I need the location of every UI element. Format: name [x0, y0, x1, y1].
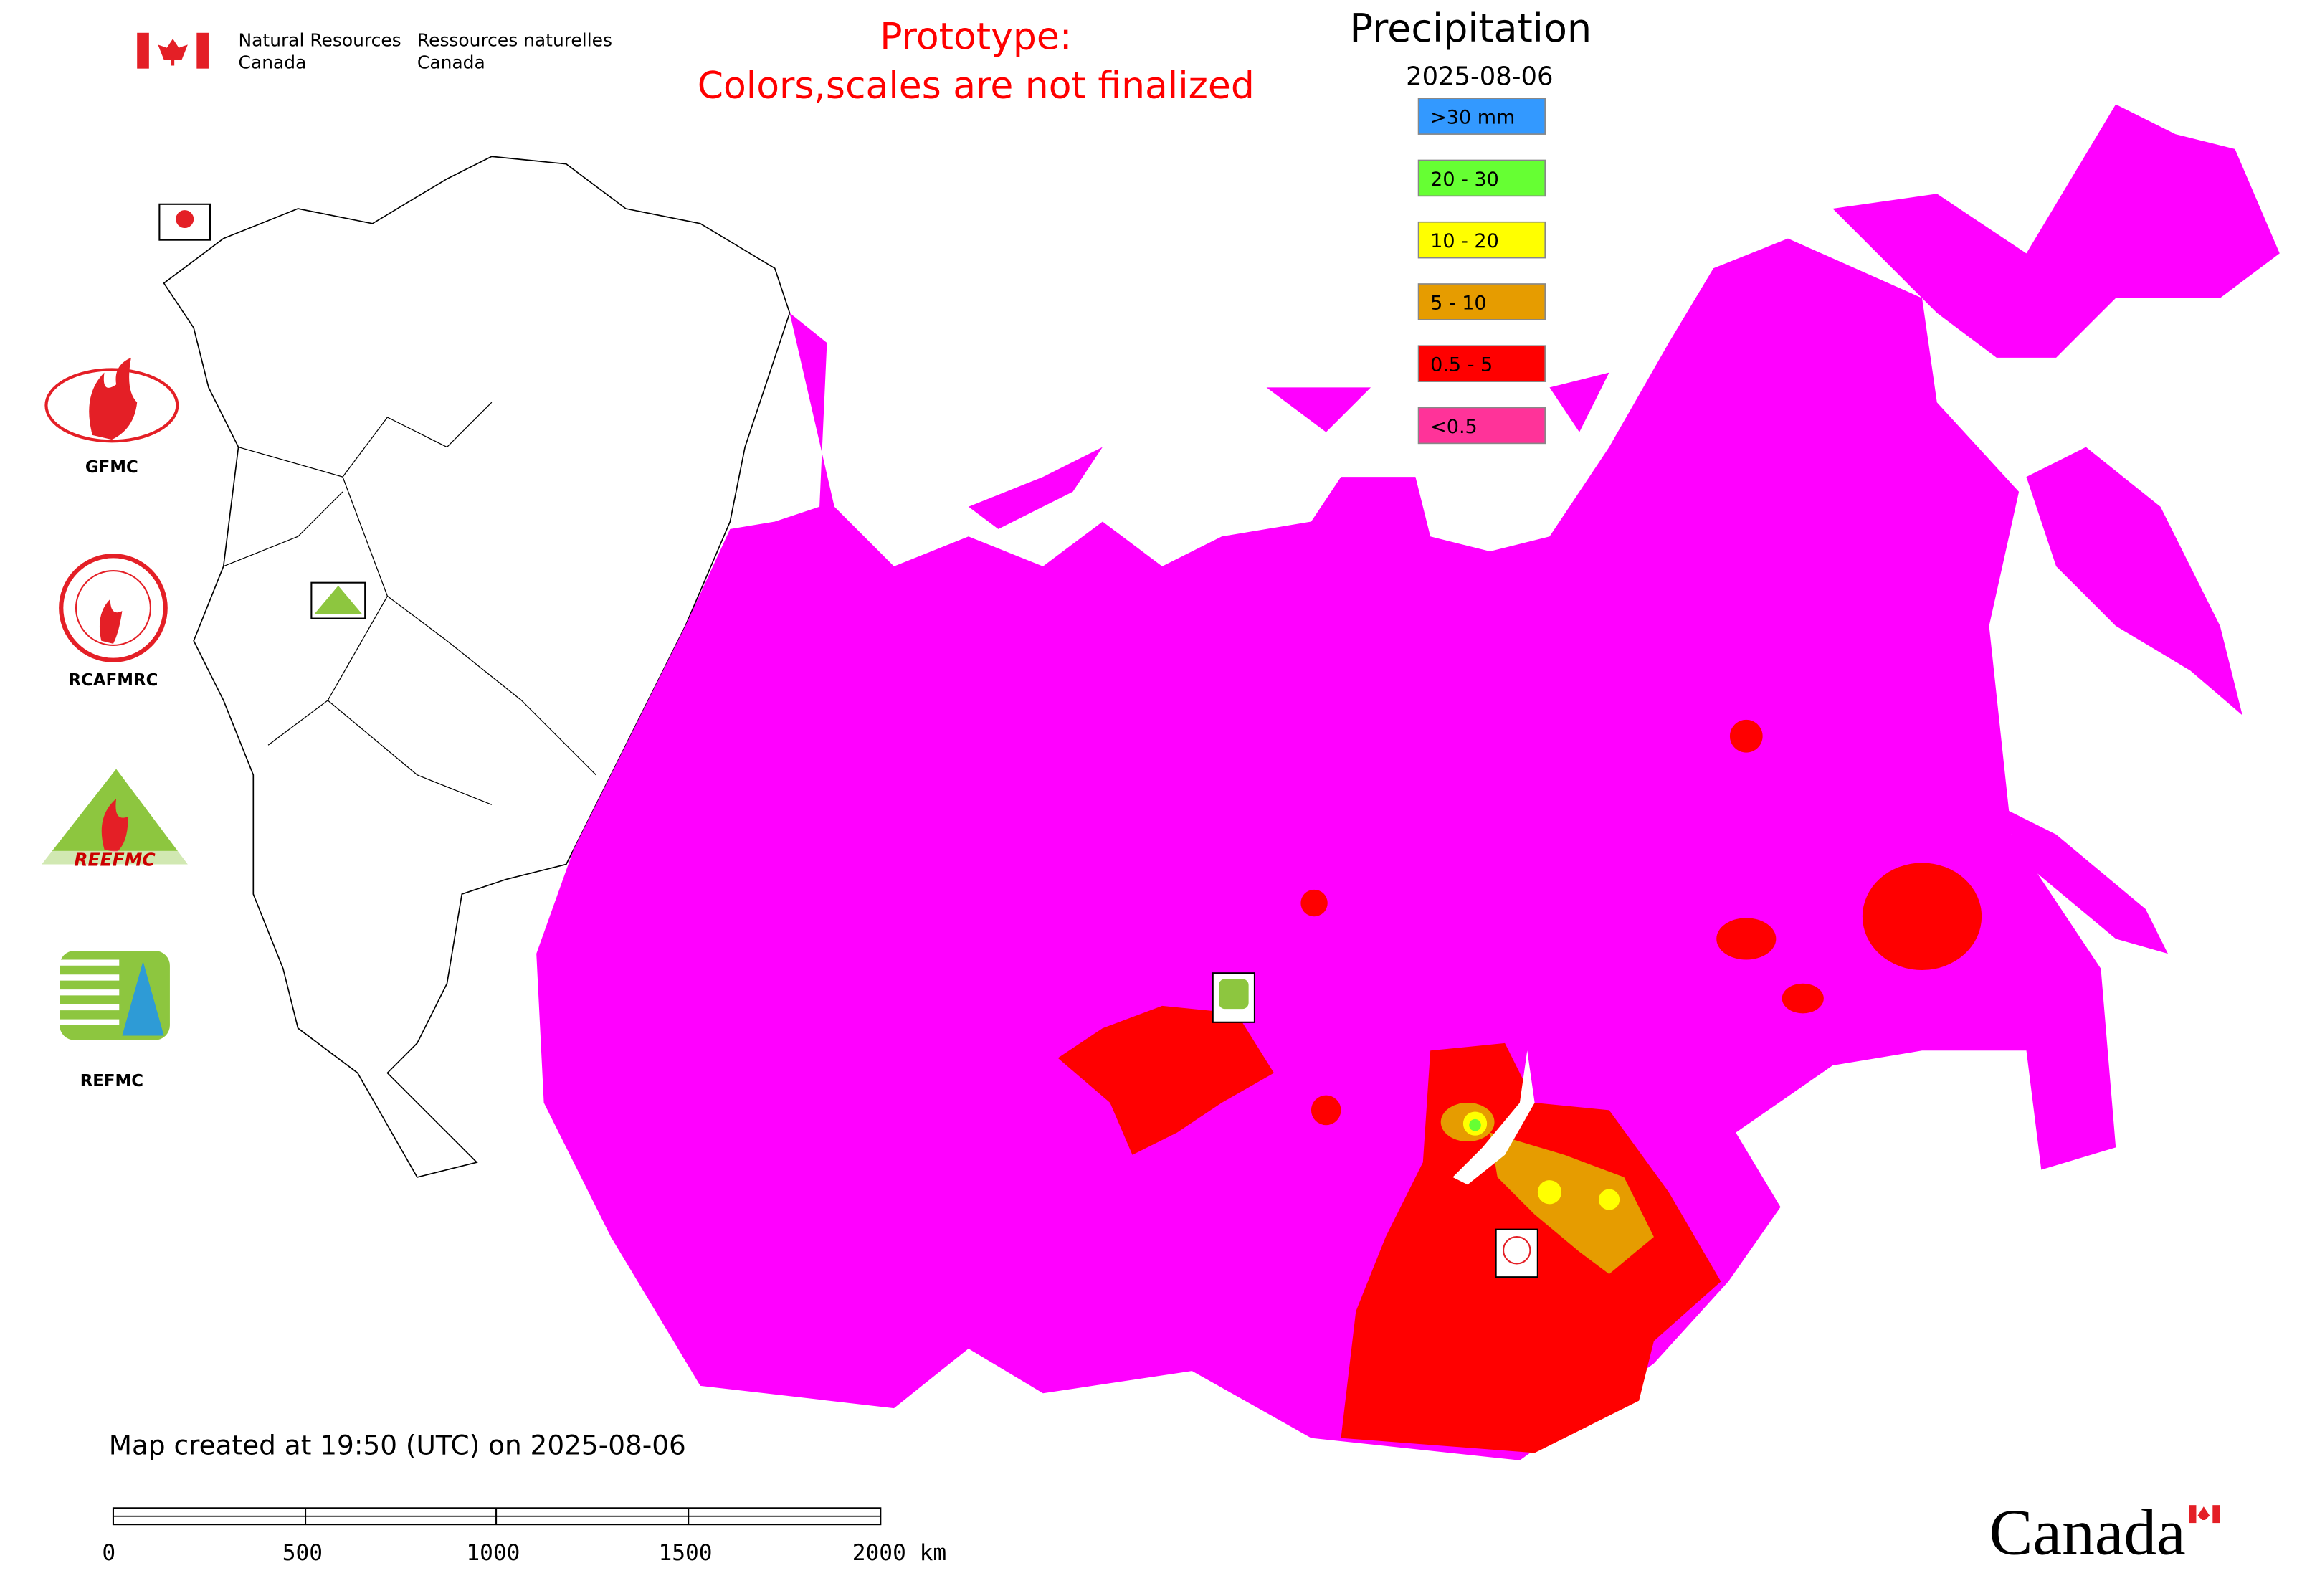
- canada-flag: [137, 32, 209, 69]
- logo-reefmc: [39, 769, 191, 868]
- border-lines: [223, 402, 596, 805]
- precip-area-0-5-5: [1729, 719, 1763, 753]
- precip-area-10-20: [1537, 1180, 1562, 1205]
- canada-wordmark: Canada: [1989, 1496, 2186, 1569]
- legend-title: Precipitation: [1349, 6, 1592, 51]
- precip-area-low: [1832, 104, 2280, 358]
- precip-area-20-30: [1469, 1118, 1481, 1131]
- precip-area-low: [1996, 804, 2168, 954]
- scale-label: 1500: [659, 1540, 713, 1566]
- legend-swatch: [1417, 345, 1546, 382]
- precip-area-0-5-5: [1057, 1005, 1274, 1155]
- legend-swatch: [1417, 98, 1546, 135]
- precip-area-low: [968, 372, 1609, 529]
- legend-label: 0.5 - 5: [1430, 354, 1493, 376]
- agency-name: Canada: [239, 52, 307, 73]
- scale-label: 2000 km: [852, 1540, 946, 1566]
- logo-label: GFMC: [85, 458, 138, 477]
- precip-area-0-5-5: [1782, 983, 1824, 1014]
- precip-area-0-5-5: [1716, 918, 1777, 960]
- legend-swatch: [1417, 159, 1546, 197]
- center-marker-icon: [1219, 979, 1249, 1010]
- legend-swatch: [1417, 407, 1546, 445]
- prototype-notice: Prototype:: [880, 16, 1072, 59]
- scale-label: 0: [102, 1540, 115, 1566]
- precip-area-low: [536, 238, 2116, 1460]
- map-created: Map created at 19:50 (UTC) on 2025-08-06: [109, 1429, 686, 1460]
- canada-wordmark-flag: [2189, 1505, 2220, 1524]
- precip-area-0-5-5: [1862, 863, 1982, 971]
- legend-label: <0.5: [1430, 416, 1478, 438]
- logo-label: RCAFMRC: [69, 671, 158, 690]
- logo-label: REEFMC: [74, 850, 156, 870]
- precip-area-5-10: [1490, 1132, 1654, 1275]
- logo-label: REFMC: [80, 1072, 143, 1091]
- scale-labels: 0 500 1000 1500 2000 km: [102, 1540, 946, 1566]
- legend-swatch: [1417, 283, 1546, 320]
- legend-label: 20 - 30: [1430, 168, 1499, 191]
- logo-rcafmrc: [59, 554, 168, 662]
- legend-label: >30 mm: [1430, 107, 1515, 129]
- legend: >30 mm 20 - 30 10 - 20 5 - 10 0.5 - 5 <0.5: [1417, 98, 1546, 445]
- precip-area-10-20: [1599, 1189, 1620, 1210]
- lake-baikal: [1452, 1050, 1535, 1185]
- logo-gfmc: [44, 357, 179, 443]
- scale-bar: [112, 1507, 882, 1526]
- legend-date: 2025-08-06: [1406, 62, 1553, 92]
- agency-name: Ressources naturelles: [417, 29, 612, 50]
- legend-label: 5 - 10: [1430, 292, 1486, 314]
- logo-refmc: [60, 951, 170, 1040]
- precip-area-0-5-5: [1311, 1095, 1341, 1126]
- europe-outline: [163, 156, 791, 1178]
- center-marker-icon: [314, 585, 363, 614]
- center-marker-icon: [1502, 1236, 1531, 1265]
- center-marker-icon: [176, 210, 194, 229]
- legend-label: 10 - 20: [1430, 230, 1499, 252]
- legend-swatch: [1417, 221, 1546, 259]
- agency-name: Natural Resources: [239, 29, 401, 50]
- scale-label: 500: [282, 1540, 323, 1566]
- scale-label: 1000: [466, 1540, 520, 1566]
- prototype-notice: Colors,scales are not finalized: [698, 65, 1255, 108]
- agency-name: Canada: [417, 52, 485, 73]
- precip-area-0-5-5: [1300, 889, 1328, 917]
- precip-area-low: [2026, 447, 2242, 716]
